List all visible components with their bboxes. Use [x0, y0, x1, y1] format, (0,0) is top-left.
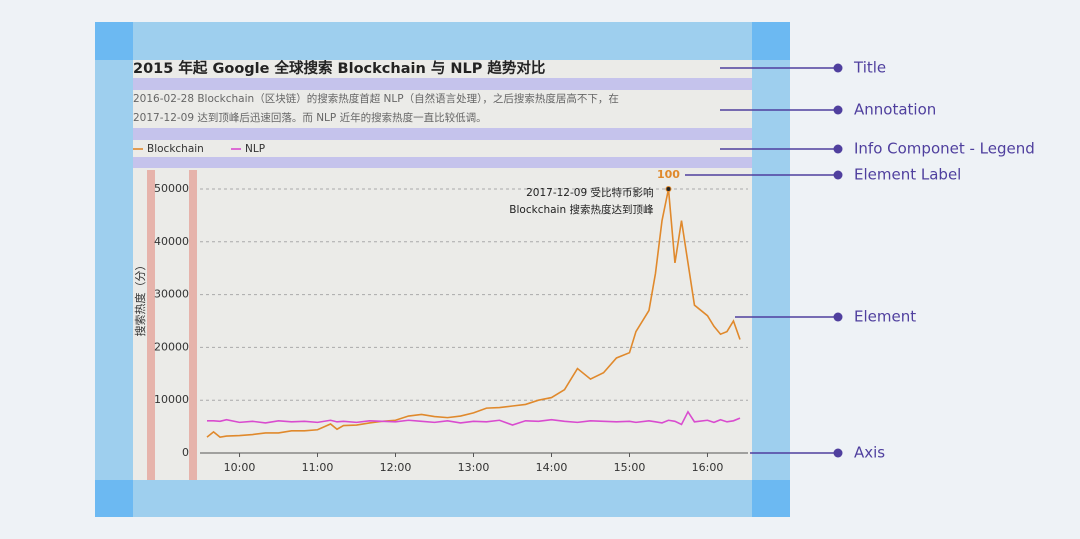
x-tick-label: 12:00: [380, 461, 412, 474]
callout-label: Axis: [854, 444, 885, 462]
x-tick-label: 13:00: [458, 461, 490, 474]
padding-bar: [189, 170, 197, 480]
spacer: [133, 157, 752, 168]
callout-label: Element Label: [854, 166, 961, 184]
spacer: [133, 78, 752, 90]
annotation: 2017-12-09 达到顶峰后迅速回落。而 NLP 近年的搜索热度一直比较低调…: [133, 111, 487, 124]
padding-bar: [147, 170, 155, 480]
x-tick-label: 15:00: [614, 461, 646, 474]
x-tick-label: 11:00: [302, 461, 334, 474]
chart-title: 2015 年起 Google 全球搜索 Blockchain 与 NLP 趋势对…: [133, 59, 545, 77]
callout-label: Info Componet - Legend: [854, 140, 1035, 158]
corner: [95, 22, 133, 60]
y-tick-label: 10000: [154, 393, 189, 406]
callout-dot: [833, 105, 843, 115]
callout-label: Annotation: [854, 101, 936, 119]
callout-dot: [833, 312, 843, 322]
legend-label: Blockchain: [147, 143, 204, 155]
corner: [752, 22, 790, 60]
line: [207, 410, 741, 426]
callout-dot: [833, 144, 843, 154]
callout-label: Title: [853, 59, 886, 77]
callout-dot: [833, 170, 843, 180]
callout-dot: [833, 448, 843, 458]
y-tick-label: 20000: [154, 340, 189, 353]
y-tick-label: 30000: [154, 288, 189, 301]
x-tick-label: 10:00: [224, 461, 256, 474]
x-tick-label: 16:00: [692, 461, 724, 474]
y-tick-label: 50000: [154, 182, 189, 195]
legend-label: NLP: [245, 143, 265, 155]
callout-label: Element: [854, 308, 916, 326]
line: [206, 188, 741, 439]
y-axis-label: 搜索热度（分）: [133, 260, 147, 337]
corner: [95, 480, 133, 517]
y-tick-label: 0: [182, 446, 189, 459]
peak-note: 2017-12-09 受比特币影响: [526, 186, 653, 199]
element-label: 100: [657, 168, 680, 181]
spacer: [133, 128, 752, 140]
peak-point: [665, 186, 672, 192]
corner: [752, 480, 790, 517]
x-tick-label: 14:00: [536, 461, 568, 474]
y-tick-label: 40000: [154, 235, 189, 248]
peak-note: Blockchain 搜索热度达到顶峰: [509, 203, 654, 216]
annotation: 2016-02-28 Blockchain（区块链）的搜索热度首超 NLP（自然…: [133, 92, 619, 105]
callout-dot: [833, 63, 843, 73]
